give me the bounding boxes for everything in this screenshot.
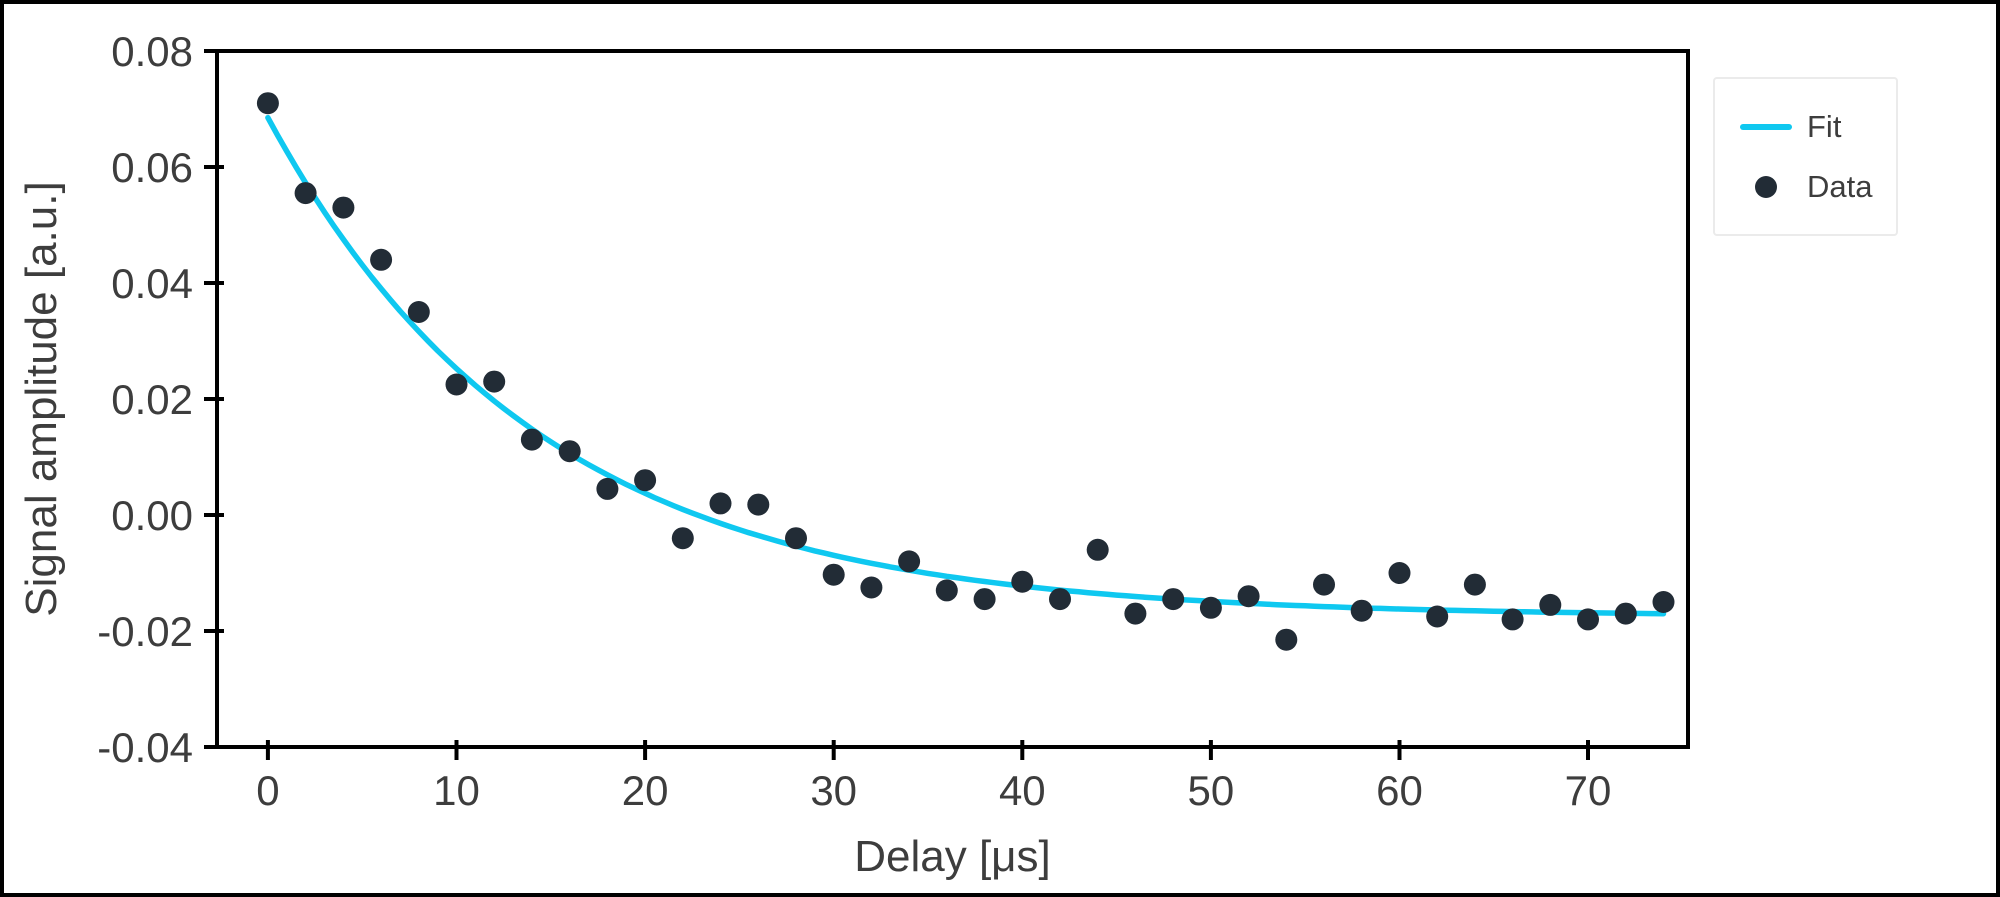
- data-point: [973, 588, 996, 611]
- data-point: [935, 579, 958, 602]
- data-point: [407, 301, 430, 323]
- data-point: [1350, 599, 1373, 622]
- data-point: [1124, 602, 1147, 625]
- data-point: [709, 492, 732, 515]
- data-point: [634, 469, 657, 492]
- y-tick-label: -0.02: [97, 608, 193, 655]
- data-point: [1275, 628, 1298, 651]
- data-marker-swatch: [1755, 175, 1777, 198]
- x-tick-label: 40: [999, 767, 1046, 814]
- x-tick-label: 60: [1376, 767, 1423, 814]
- data-point: [1049, 588, 1071, 611]
- data-point: [860, 576, 883, 599]
- y-axis-label: Signal amplitude [a.u.]: [17, 181, 66, 617]
- y-tick-label: 0.08: [111, 28, 193, 75]
- data-point: [1011, 570, 1034, 593]
- legend-item-data: Data: [1740, 165, 1896, 209]
- data-point: [596, 477, 619, 500]
- data-point: [445, 373, 468, 396]
- y-tick-label: 0.06: [111, 144, 193, 191]
- data-point: [520, 428, 543, 451]
- x-tick-label: 70: [1565, 767, 1612, 814]
- y-tick-label: 0.02: [111, 376, 193, 423]
- data-point: [785, 527, 807, 550]
- data-point: [1199, 596, 1222, 619]
- data-point: [332, 196, 355, 219]
- data-point: [294, 182, 317, 205]
- data-point: [1426, 605, 1449, 628]
- y-tick-label: 0.04: [111, 260, 193, 307]
- data-point: [256, 92, 279, 115]
- legend-item-fit: Fit: [1740, 105, 1896, 149]
- legend-label-fit: Fit: [1807, 108, 1842, 144]
- data-point: [1577, 608, 1599, 631]
- data-point: [1388, 562, 1411, 584]
- data-point: [1237, 585, 1260, 608]
- x-tick-label: 10: [433, 767, 480, 814]
- x-tick-label: 0: [256, 767, 279, 814]
- data-point: [1652, 591, 1675, 613]
- fit-line-swatch: [1740, 123, 1792, 130]
- x-tick-label: 20: [622, 767, 669, 814]
- data-point: [898, 550, 921, 573]
- x-tick-label: 30: [810, 767, 857, 814]
- y-tick-label: 0.00: [111, 492, 193, 539]
- x-tick-label: 50: [1188, 767, 1235, 814]
- y-tick-label: -0.04: [97, 724, 193, 771]
- data-point: [1086, 538, 1109, 561]
- data-point: [1162, 588, 1185, 611]
- legend-label-data: Data: [1807, 168, 1873, 204]
- data-point: [1463, 573, 1486, 596]
- plot-frame: [215, 49, 1690, 749]
- data-point: [1501, 608, 1524, 631]
- fit-line: [265, 114, 1667, 617]
- x-axis-label: Delay [μs]: [854, 832, 1051, 881]
- data-point: [1313, 573, 1335, 596]
- data-point: [747, 493, 770, 516]
- data-point: [483, 370, 506, 393]
- legend: Fit Data: [1713, 77, 1898, 236]
- data-point: [370, 248, 393, 271]
- data-point: [558, 440, 581, 463]
- data-point: [822, 563, 845, 586]
- data-point: [671, 527, 694, 550]
- data-point: [1614, 602, 1637, 625]
- data-point: [1539, 593, 1562, 616]
